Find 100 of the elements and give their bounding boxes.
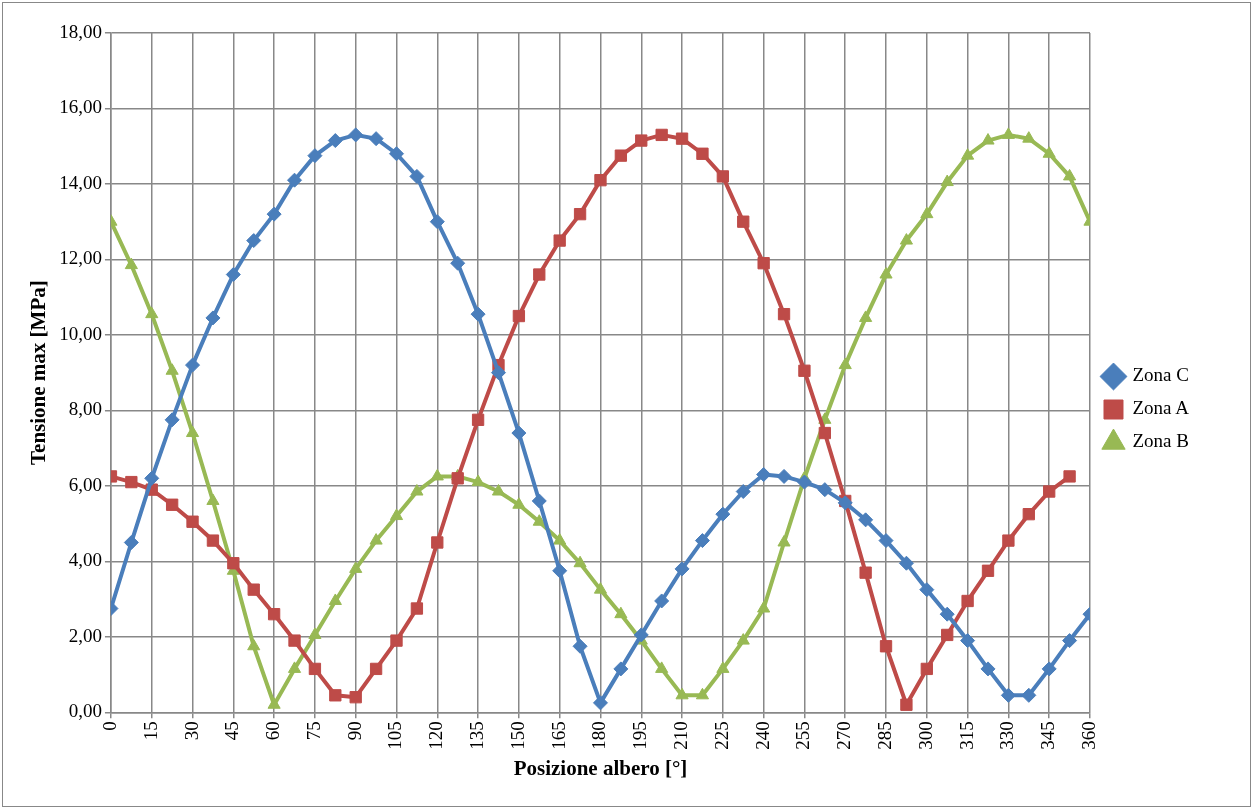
x-tick-label: 195 [629,721,651,750]
point [125,475,138,489]
point [491,484,506,496]
point [471,474,485,487]
y-tick-label: 8,00 [68,398,102,420]
y-axis-title: Tensione max [MPa] [26,280,51,466]
point [592,695,608,711]
point [716,661,730,673]
point [532,514,546,526]
point [1063,168,1077,181]
point [696,147,709,160]
point [1042,146,1056,158]
point [940,174,954,187]
point [512,497,526,509]
point [980,661,996,677]
point [757,257,770,270]
point [817,482,833,498]
point [818,426,831,440]
point [573,207,587,221]
point [859,310,873,322]
point [185,425,200,438]
y-tick-label: 2,00 [68,624,102,646]
point [349,691,362,704]
point [736,633,750,645]
point [715,506,731,522]
x-tick-label: 165 [547,721,569,750]
point [961,148,975,160]
point [410,484,424,496]
point [777,308,791,321]
point [756,467,772,483]
x-tick-label: 180 [588,721,610,750]
point [390,634,403,647]
point [553,234,566,247]
point [961,594,974,608]
x-tick-label: 60 [262,721,284,741]
point [798,364,811,377]
legend-label: Zona B [1132,430,1189,452]
point [227,557,240,570]
point [716,170,730,183]
point [777,534,791,547]
point [308,662,322,676]
point [920,206,934,219]
x-tick-label: 45 [221,721,243,741]
point [430,468,444,481]
x-tick-label: 30 [180,721,202,741]
point [329,689,342,702]
point [1001,127,1015,139]
point [675,687,689,700]
point [389,146,404,162]
point [287,172,303,188]
x-tick-label: 225 [710,721,732,750]
point [1063,470,1076,483]
point [368,131,384,147]
point [1002,534,1015,547]
point [635,134,648,147]
point [1041,661,1057,677]
x-tick-label: 360 [1077,721,1099,750]
point [450,255,466,271]
x-tick-label: 315 [955,721,977,750]
point [553,533,567,545]
point [879,267,893,279]
y-tick-label: 4,00 [68,549,102,571]
x-tick-label: 0 [98,721,120,731]
point [511,425,527,441]
point [572,638,588,654]
x-tick-label: 135 [466,721,488,750]
point [735,484,751,500]
point [593,582,608,594]
x-tick-label: 330 [996,721,1018,750]
point [1062,633,1078,649]
point [694,533,710,549]
legend-label: Zona C [1132,364,1189,386]
point [327,133,343,149]
point [960,633,976,649]
point [920,662,933,676]
point [185,357,201,373]
point [490,365,506,381]
x-tick-label: 150 [506,721,528,750]
point [573,555,587,568]
point [348,127,364,143]
point [879,640,893,653]
point [900,698,913,711]
point [410,602,424,615]
point [266,206,282,222]
point [859,566,872,579]
point [654,593,670,609]
point [899,233,913,245]
point [552,563,568,579]
y-tick-label: 16,00 [59,96,102,118]
point [247,583,260,596]
x-tick-label: 120 [425,721,447,750]
y-tick-label: 6,00 [68,473,102,495]
x-tick-label: 255 [792,721,814,750]
y-tick-label: 0,00 [68,700,102,722]
point [531,493,547,509]
x-tick-label: 90 [343,721,365,741]
y-tick-label: 12,00 [59,247,102,269]
point [123,534,139,550]
y-tick-label: 10,00 [59,322,102,344]
point [1021,687,1037,703]
